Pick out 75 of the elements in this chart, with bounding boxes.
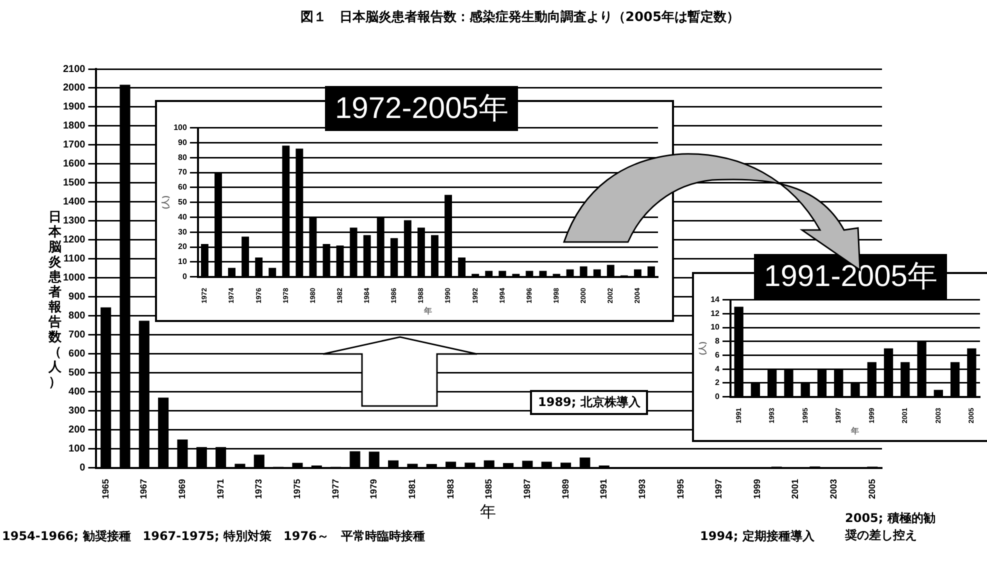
y-tick-label: 400 (68, 386, 86, 398)
y-tick-label: 900 (68, 292, 86, 303)
chart-title: 1991-2005年 (754, 254, 948, 299)
text: 1994; 定期接種導入 (700, 528, 814, 545)
x-tick-label: 1997 (714, 478, 724, 500)
y-tick-label: 1700 (62, 140, 86, 151)
y-tick-label: 1100 (64, 254, 86, 265)
y-tick-label: 1500 (62, 178, 86, 189)
y-tick-label: 600 (68, 348, 86, 360)
y-tick-label: 70 (178, 168, 188, 177)
x-tick-label: 1971 (215, 478, 226, 500)
x-tick-label: 1969 (176, 478, 187, 500)
y-tick-label: 60 (178, 182, 188, 192)
x-tick-label: 2003 (828, 478, 839, 500)
text: 日本脳炎患者報告数（人） (48, 210, 62, 390)
chart-title: 図１ 日本脳炎患者報告数：感染症発生動向調査より（2005年は暫定数） (299, 8, 741, 26)
y-tick-label: 6 (715, 350, 720, 360)
x-axis-title: 年 (850, 426, 860, 436)
x-tick-label: 1987 (522, 478, 532, 500)
y-axis-title: (人) (698, 341, 708, 355)
x-tick-label: 1991 (598, 478, 609, 500)
x-tick-label: 2005 (866, 478, 877, 500)
y-tick-label: 90 (178, 138, 188, 147)
y-tick-label: 8 (715, 336, 720, 346)
y-tick-label: 100 (174, 123, 188, 132)
y-tick-label: 800 (68, 310, 86, 322)
y-tick-label: 0 (715, 392, 720, 402)
y-tick-label: 1000 (62, 272, 86, 284)
y-tick-label: 100 (68, 444, 86, 455)
x-tick-label: 1993 (636, 478, 647, 500)
y-tick-label: 10 (178, 257, 188, 266)
x-tick-label: 1981 (406, 478, 417, 500)
annotation: 1989; 北京株導入 (530, 390, 648, 415)
y-tick-label: 80 (178, 152, 188, 162)
y-tick-label: 12 (710, 308, 720, 318)
x-tick-label: 1973 (254, 478, 264, 500)
y-tick-label: 2 (715, 378, 720, 388)
y-tick-label: 14 (710, 295, 720, 304)
y-tick-label: 20 (178, 242, 188, 252)
y-tick-label: 1900 (62, 102, 86, 113)
x-tick-label: 1999 (752, 478, 762, 500)
y-tick-label: 1600 (62, 158, 86, 170)
y-tick-label: 50 (178, 198, 188, 207)
y-axis-title: (人) (161, 195, 170, 209)
text: 2005; 積極的勧奨の差し控え (845, 510, 936, 544)
x-axis-title: 年 (480, 502, 496, 523)
x-tick-label: 1979 (368, 478, 379, 500)
x-tick-label: 1995 (675, 478, 686, 500)
y-tick-label: 10 (710, 322, 720, 332)
x-tick-label: 1983 (445, 478, 456, 500)
y-tick-label: 2000 (62, 82, 86, 94)
y-tick-label: 2100 (62, 64, 86, 75)
y-tick-label: 1300 (62, 216, 86, 227)
y-tick-label: 1200 (62, 234, 86, 246)
x-tick-label: 2001 (790, 478, 800, 500)
y-tick-label: 4 (715, 364, 720, 374)
y-tick-label: 700 (68, 330, 86, 341)
y-tick-label: 0 (80, 462, 86, 474)
y-tick-label: 300 (68, 406, 86, 417)
x-tick-label: 1965 (100, 478, 110, 500)
y-tick-label: 0 (182, 272, 188, 282)
y-tick-label: 1400 (62, 196, 86, 208)
y-tick-label: 1800 (62, 120, 86, 132)
text: 1954-1966; 勧奨接種 1967-1975; 特別対策 1976～ 平常時臨時接種 (2, 528, 425, 545)
x-tick-label: 1989 (560, 478, 570, 500)
y-tick-label: 30 (178, 227, 188, 236)
y-tick-label: 500 (68, 368, 86, 379)
chart-title: 1972-2005年 (325, 86, 518, 131)
y-tick-label: 40 (178, 212, 188, 222)
x-tick-label: 1975 (292, 478, 302, 500)
x-tick-label: 1977 (330, 478, 340, 500)
y-tick-label: 200 (68, 424, 86, 436)
x-tick-label: 1985 (484, 478, 494, 500)
x-axis-title: 年 (422, 306, 432, 316)
x-tick-label: 1967 (138, 478, 149, 500)
